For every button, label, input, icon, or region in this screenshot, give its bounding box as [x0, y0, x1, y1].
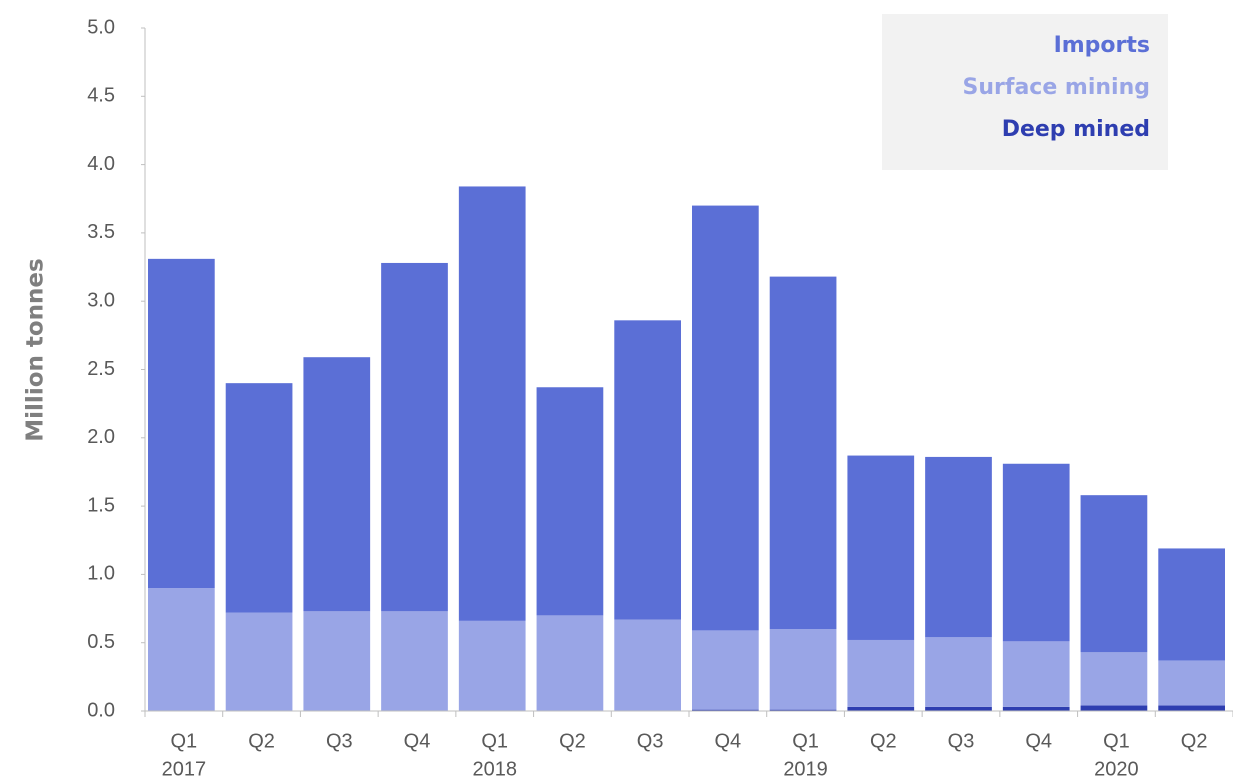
x-tick-label: Q3 — [326, 730, 353, 752]
bar-segment — [1158, 705, 1225, 711]
x-tick-label: Q2 — [1181, 730, 1208, 752]
bar-segment — [769, 709, 837, 711]
y-tick-label: 0.5 — [87, 631, 115, 653]
bar-segment — [692, 205, 759, 631]
x-group-label: 2018 — [472, 758, 517, 780]
bar-segment — [148, 258, 215, 589]
x-tick-label: Q3 — [948, 730, 975, 752]
legend-entry: Surface mining — [963, 75, 1150, 100]
bar-segment — [1080, 495, 1148, 653]
y-tick-label: 4.0 — [87, 153, 115, 175]
bar-segment — [458, 620, 526, 711]
x-tick-label: Q4 — [715, 730, 742, 752]
x-group-label: 2017 — [162, 758, 207, 780]
bar-segment — [536, 615, 604, 711]
bar-segment — [381, 262, 448, 612]
x-tick-label: Q4 — [1025, 730, 1052, 752]
x-group-label: 2020 — [1094, 758, 1139, 780]
y-tick-label: 5.0 — [87, 16, 115, 38]
x-group-label: 2019 — [783, 758, 828, 780]
y-tick-label: 1.5 — [87, 494, 115, 516]
bar-segment — [381, 611, 448, 711]
bar-segment — [614, 320, 681, 620]
bar-segment — [225, 612, 293, 711]
bar-segment — [458, 186, 526, 621]
bar-segment — [925, 706, 992, 711]
y-tick-label: 2.0 — [87, 426, 115, 448]
bar-segment — [847, 639, 915, 707]
bar-segment — [225, 383, 293, 613]
bar-segment — [692, 709, 759, 711]
legend-entry: Imports — [1054, 33, 1150, 58]
bar-segment — [1002, 463, 1070, 642]
bar-segment — [692, 630, 759, 710]
x-tick-label: Q1 — [1103, 730, 1130, 752]
bar-segment — [1080, 705, 1148, 711]
bar-segment — [536, 387, 604, 616]
x-tick-label: Q2 — [248, 730, 275, 752]
y-tick-label: 3.0 — [87, 289, 115, 311]
bar-segment — [148, 588, 215, 711]
bar-segment — [1002, 641, 1070, 707]
bar-segment — [847, 455, 915, 640]
bar-segment — [925, 637, 992, 707]
legend-box — [882, 14, 1168, 170]
x-tick-label: Q2 — [870, 730, 897, 752]
y-axis-label: Million tonnes — [23, 258, 49, 441]
bar-segment — [303, 357, 371, 612]
bar-segment — [1158, 548, 1225, 661]
y-tick-label: 3.5 — [87, 221, 115, 243]
bar-segment — [847, 706, 915, 711]
bar-segment — [925, 456, 992, 638]
bar-segment — [1158, 660, 1225, 706]
bar-segment — [303, 611, 371, 711]
bar-segment — [1002, 706, 1070, 711]
bar-segment — [1080, 652, 1148, 706]
legend-entry: Deep mined — [1002, 117, 1150, 142]
bar-segment — [614, 619, 681, 711]
bar-segment — [769, 629, 837, 710]
x-tick-label: Q1 — [481, 730, 508, 752]
y-tick-label: 0.0 — [87, 699, 115, 721]
x-tick-label: Q2 — [559, 730, 586, 752]
y-tick-label: 4.5 — [87, 85, 115, 107]
x-tick-label: Q4 — [404, 730, 431, 752]
y-tick-label: 2.5 — [87, 358, 115, 380]
y-tick-label: 1.0 — [87, 563, 115, 585]
x-tick-label: Q1 — [171, 730, 198, 752]
x-tick-label: Q1 — [792, 730, 819, 752]
x-tick-label: Q3 — [637, 730, 664, 752]
bar-segment — [769, 276, 837, 630]
